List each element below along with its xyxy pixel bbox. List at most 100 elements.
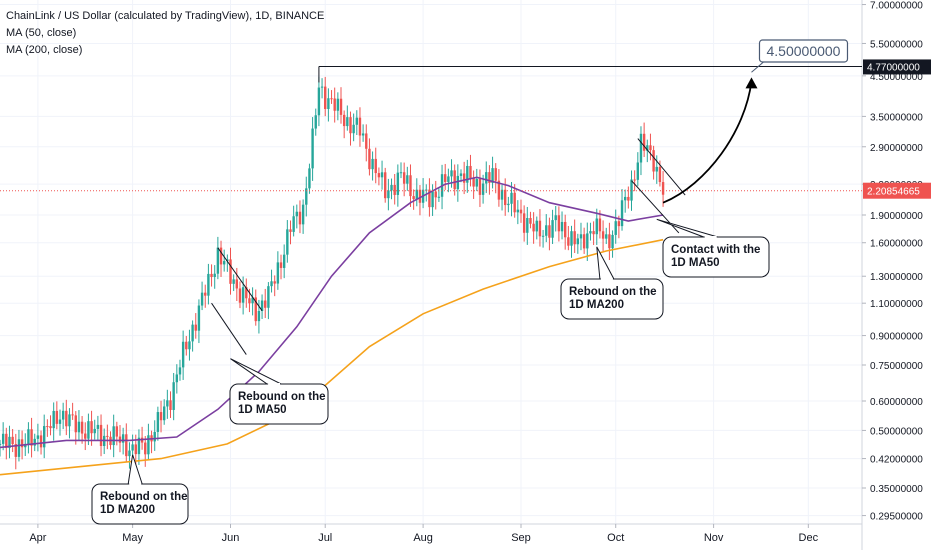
candle-body xyxy=(570,231,573,246)
candle xyxy=(513,184,516,218)
candle xyxy=(491,156,494,189)
candle xyxy=(349,111,352,146)
candle-body xyxy=(358,117,362,136)
candle-body xyxy=(507,203,510,206)
candle xyxy=(630,170,633,211)
candle xyxy=(96,415,100,441)
trendline xyxy=(211,302,247,355)
y-tick-label: 4.50000000 xyxy=(870,72,923,83)
candle xyxy=(478,169,482,208)
candle xyxy=(592,221,595,246)
candle xyxy=(153,420,156,451)
y-tick-labels: 7.00000000 5.50000000 4.50000000 3.50000000… xyxy=(862,1,923,523)
candle xyxy=(497,169,501,207)
candle-body xyxy=(55,410,59,424)
candle xyxy=(415,178,418,207)
candle xyxy=(324,76,327,117)
candle-body xyxy=(216,247,220,274)
candle-body xyxy=(630,179,633,201)
candle xyxy=(526,206,529,245)
candle-body xyxy=(336,98,340,111)
target-pointer xyxy=(751,61,764,73)
candle xyxy=(466,159,469,193)
trendline xyxy=(637,138,686,196)
candle xyxy=(620,189,624,231)
target-box xyxy=(758,39,849,63)
candle xyxy=(418,185,422,216)
candle xyxy=(156,406,160,441)
candle xyxy=(494,163,497,194)
candle xyxy=(361,124,365,142)
candle xyxy=(311,117,314,181)
candle xyxy=(245,278,248,308)
candle xyxy=(241,276,245,315)
candle-body xyxy=(450,170,453,177)
candle-body xyxy=(639,133,643,163)
candle-body xyxy=(90,421,93,434)
candle-body xyxy=(393,184,396,195)
candle-body xyxy=(415,189,418,200)
candle-body xyxy=(210,273,213,278)
candle-body xyxy=(30,429,33,446)
trendline xyxy=(217,247,263,311)
candle xyxy=(14,433,17,470)
candle xyxy=(286,220,289,263)
candle-body xyxy=(545,225,548,236)
candle xyxy=(605,227,608,245)
candle xyxy=(200,281,204,311)
candle xyxy=(128,442,131,469)
candle-body xyxy=(485,172,488,184)
candle xyxy=(554,206,557,232)
candle-body xyxy=(305,188,308,205)
annotation-pointer xyxy=(230,358,282,385)
candle xyxy=(270,269,273,293)
candle-body xyxy=(112,426,115,446)
candle xyxy=(251,287,254,316)
ma50-line xyxy=(0,176,664,449)
candle xyxy=(267,282,270,320)
candle xyxy=(305,176,308,217)
candle xyxy=(289,220,292,245)
candle xyxy=(320,78,324,99)
candle xyxy=(327,88,330,122)
candle-body xyxy=(166,400,169,407)
candle-body xyxy=(444,174,447,182)
candle xyxy=(346,105,349,131)
high-price-badge xyxy=(863,59,931,75)
candle-body xyxy=(295,211,299,217)
candle-body xyxy=(43,426,46,448)
y-tick-label: 5.50000000 xyxy=(870,39,923,50)
candle-body xyxy=(125,434,128,457)
candle-body xyxy=(289,229,292,232)
candle xyxy=(374,147,377,184)
candle xyxy=(295,204,299,229)
candle xyxy=(58,409,62,436)
candle-body xyxy=(162,406,166,421)
candle-body xyxy=(560,221,564,232)
candle-body xyxy=(541,235,545,237)
candle-body xyxy=(320,86,324,88)
grid xyxy=(0,0,862,524)
candle xyxy=(175,364,179,394)
annotation-text: Rebound on the xyxy=(238,391,326,403)
candle-body xyxy=(380,172,384,178)
y-tick-label: 0.42000000 xyxy=(870,455,923,466)
candle-body xyxy=(87,421,90,439)
candle-body xyxy=(491,168,494,183)
candle-body xyxy=(93,428,96,434)
candle xyxy=(447,168,450,193)
candle-body xyxy=(257,310,261,322)
candle xyxy=(260,294,264,319)
candle-body xyxy=(61,410,65,420)
x-tick-labels: Apr May Jun Jul Aug Sep Oct Nov Dec xyxy=(29,524,819,544)
candle-body xyxy=(573,231,576,245)
candle xyxy=(576,233,580,254)
candle-body xyxy=(418,189,422,203)
candle-body xyxy=(349,117,352,134)
y-tick-label: 1.60000000 xyxy=(870,239,923,250)
candle xyxy=(548,217,551,251)
candle xyxy=(166,389,169,419)
candle-body xyxy=(159,412,163,421)
